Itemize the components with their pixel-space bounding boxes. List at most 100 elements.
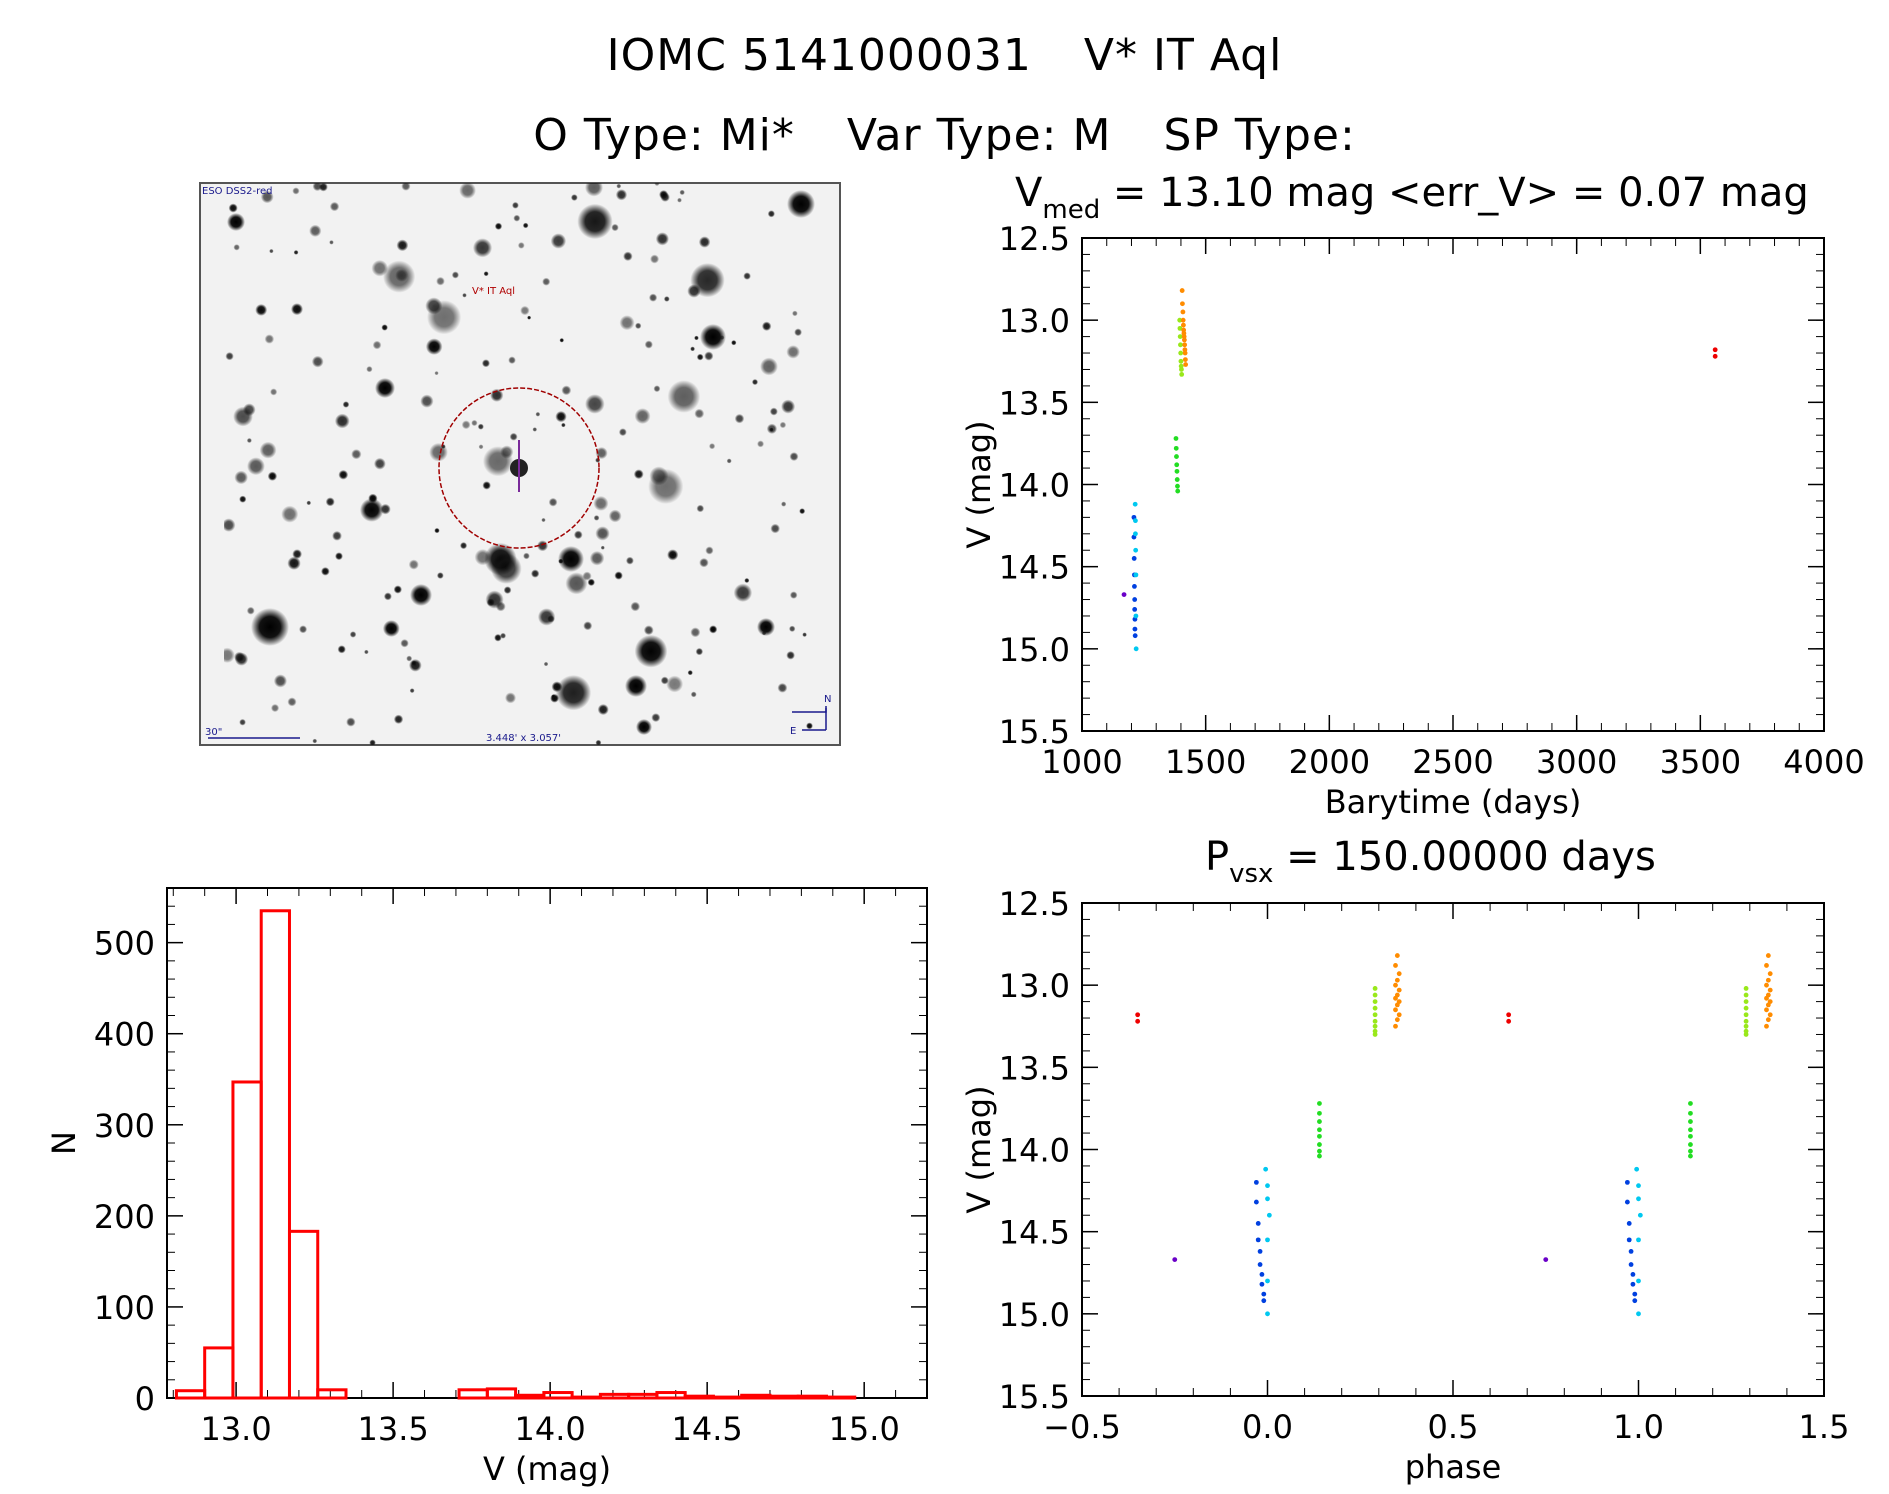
bright-star bbox=[700, 324, 726, 350]
star bbox=[483, 271, 489, 277]
star bbox=[551, 694, 556, 699]
lightcurve-point bbox=[1178, 342, 1183, 348]
star bbox=[381, 324, 388, 331]
phased-point bbox=[1317, 1142, 1322, 1147]
star bbox=[436, 572, 444, 579]
phased-point bbox=[1265, 1237, 1270, 1243]
star bbox=[234, 470, 248, 485]
star bbox=[395, 268, 409, 282]
phased-point bbox=[1135, 1018, 1141, 1024]
lightcurve-point bbox=[1173, 436, 1179, 441]
star bbox=[471, 419, 478, 427]
phased-point bbox=[1317, 1101, 1322, 1106]
star bbox=[600, 545, 605, 550]
star bbox=[690, 263, 725, 298]
star bbox=[434, 527, 440, 534]
phased-point bbox=[1255, 1237, 1261, 1243]
star bbox=[228, 203, 238, 213]
star bbox=[565, 572, 588, 595]
star bbox=[532, 427, 538, 432]
star bbox=[708, 443, 716, 450]
lightcurve-point bbox=[1121, 592, 1127, 598]
star bbox=[634, 408, 651, 425]
star bbox=[615, 189, 628, 201]
bright-star bbox=[625, 675, 647, 697]
star bbox=[614, 571, 623, 580]
star bbox=[504, 692, 517, 704]
phased-point bbox=[1253, 1199, 1259, 1205]
phased-point bbox=[1263, 1166, 1269, 1172]
star bbox=[380, 503, 391, 515]
star bbox=[648, 468, 684, 505]
lightcurve-point bbox=[1174, 462, 1180, 468]
phased-point bbox=[1743, 1023, 1749, 1029]
star bbox=[287, 556, 301, 570]
star bbox=[690, 627, 701, 638]
star bbox=[478, 444, 484, 450]
phased-point bbox=[1259, 1281, 1265, 1287]
histogram-panel: 13.0 13.5 14.0 14.5 15.0 0 100 200 300 400 500 V (m… bbox=[45, 887, 928, 1488]
lightcurve-title-rest: = 13.10 mag <err_V> = 0.07 mag bbox=[1100, 170, 1809, 216]
phased-point bbox=[1628, 1248, 1634, 1254]
histogram-bar bbox=[655, 1391, 687, 1400]
star bbox=[726, 458, 732, 464]
lightcurve-point bbox=[1174, 454, 1179, 459]
bright-star bbox=[410, 584, 432, 606]
star bbox=[550, 233, 567, 249]
phased-point bbox=[1372, 1012, 1378, 1018]
phased-point bbox=[1257, 1248, 1263, 1254]
star-field bbox=[224, 183, 815, 745]
star bbox=[744, 577, 750, 584]
star bbox=[761, 321, 772, 331]
star bbox=[224, 518, 236, 532]
star bbox=[779, 421, 787, 429]
phased-point bbox=[1628, 1262, 1634, 1267]
phased-point bbox=[1630, 1271, 1636, 1277]
star bbox=[408, 559, 419, 570]
star bbox=[573, 530, 583, 540]
star bbox=[267, 471, 278, 481]
phased-ytick-label: 13.0 bbox=[999, 967, 1070, 1005]
phased-xtick-label: 0.5 bbox=[1428, 1408, 1479, 1446]
star bbox=[694, 335, 699, 341]
star bbox=[527, 315, 532, 320]
star bbox=[648, 293, 658, 302]
star bbox=[511, 201, 519, 209]
star bbox=[474, 549, 491, 566]
lightcurve-panel: Vmed = 13.10 mag <err_V> = 0.07 mag 1000… bbox=[960, 170, 1865, 821]
histogram-bar bbox=[316, 1388, 348, 1400]
phased-point bbox=[1506, 1012, 1512, 1018]
bright-star bbox=[787, 190, 815, 218]
star bbox=[766, 423, 778, 434]
lightcurve-xtick-label: 2000 bbox=[1289, 743, 1370, 781]
phased-point bbox=[1393, 995, 1398, 1001]
phased-xtick-label: 1.5 bbox=[1799, 1408, 1850, 1446]
histogram-bar bbox=[542, 1391, 574, 1400]
lightcurve-point bbox=[1133, 646, 1139, 652]
lightcurve-point bbox=[1180, 301, 1185, 307]
star bbox=[411, 660, 417, 666]
phased-point bbox=[1265, 1278, 1270, 1284]
lightcurve-frame bbox=[1081, 237, 1825, 732]
star bbox=[743, 272, 751, 280]
histogram-xlabel: V (mag) bbox=[483, 1450, 611, 1488]
phased-point bbox=[1394, 953, 1400, 958]
phased-xtick-label: 0.0 bbox=[1242, 1408, 1293, 1446]
north-label: N bbox=[824, 694, 831, 705]
histogram-bar bbox=[768, 1394, 800, 1400]
star bbox=[695, 647, 704, 656]
phased-point bbox=[1393, 1023, 1398, 1029]
phased-point bbox=[1636, 1278, 1641, 1284]
phased-point bbox=[1372, 986, 1378, 991]
histogram-bar bbox=[259, 909, 291, 1400]
survey-label: ESO DSS2-red bbox=[202, 186, 272, 197]
lightcurve-point bbox=[1132, 606, 1138, 612]
lightcurve-ytick-label: 13.5 bbox=[999, 384, 1070, 422]
phased-ytick-label: 15.0 bbox=[999, 1296, 1070, 1334]
phased-point bbox=[1767, 1012, 1773, 1018]
histogram-bar bbox=[457, 1388, 489, 1400]
phased-point bbox=[1764, 1007, 1769, 1013]
star bbox=[434, 371, 439, 376]
phased-xtick-label: 1.0 bbox=[1613, 1408, 1664, 1446]
lightcurve-xtick-label: 2500 bbox=[1412, 743, 1493, 781]
